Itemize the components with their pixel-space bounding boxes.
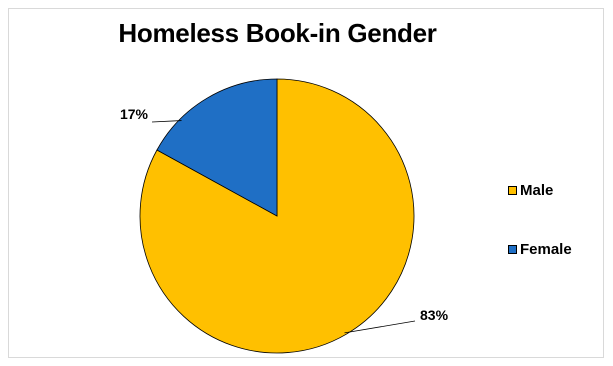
legend-item-male: Male bbox=[508, 180, 572, 200]
legend-label-male: Male bbox=[520, 181, 554, 199]
pie-slice-male bbox=[139, 78, 415, 354]
pie-slice-female bbox=[156, 78, 278, 217]
leader-line-male bbox=[344, 320, 416, 334]
data-label-male: 83% bbox=[420, 307, 449, 323]
legend-label-female: Female bbox=[520, 240, 572, 258]
legend-swatch-female bbox=[508, 244, 517, 254]
legend-swatch-male bbox=[508, 185, 517, 195]
leader-line-female bbox=[151, 120, 182, 123]
data-label-female: 17% bbox=[120, 106, 149, 122]
legend-item-female: Female bbox=[508, 239, 572, 259]
chart-title: Homeless Book-in Gender bbox=[118, 18, 437, 48]
legend: Male Female bbox=[508, 180, 572, 298]
